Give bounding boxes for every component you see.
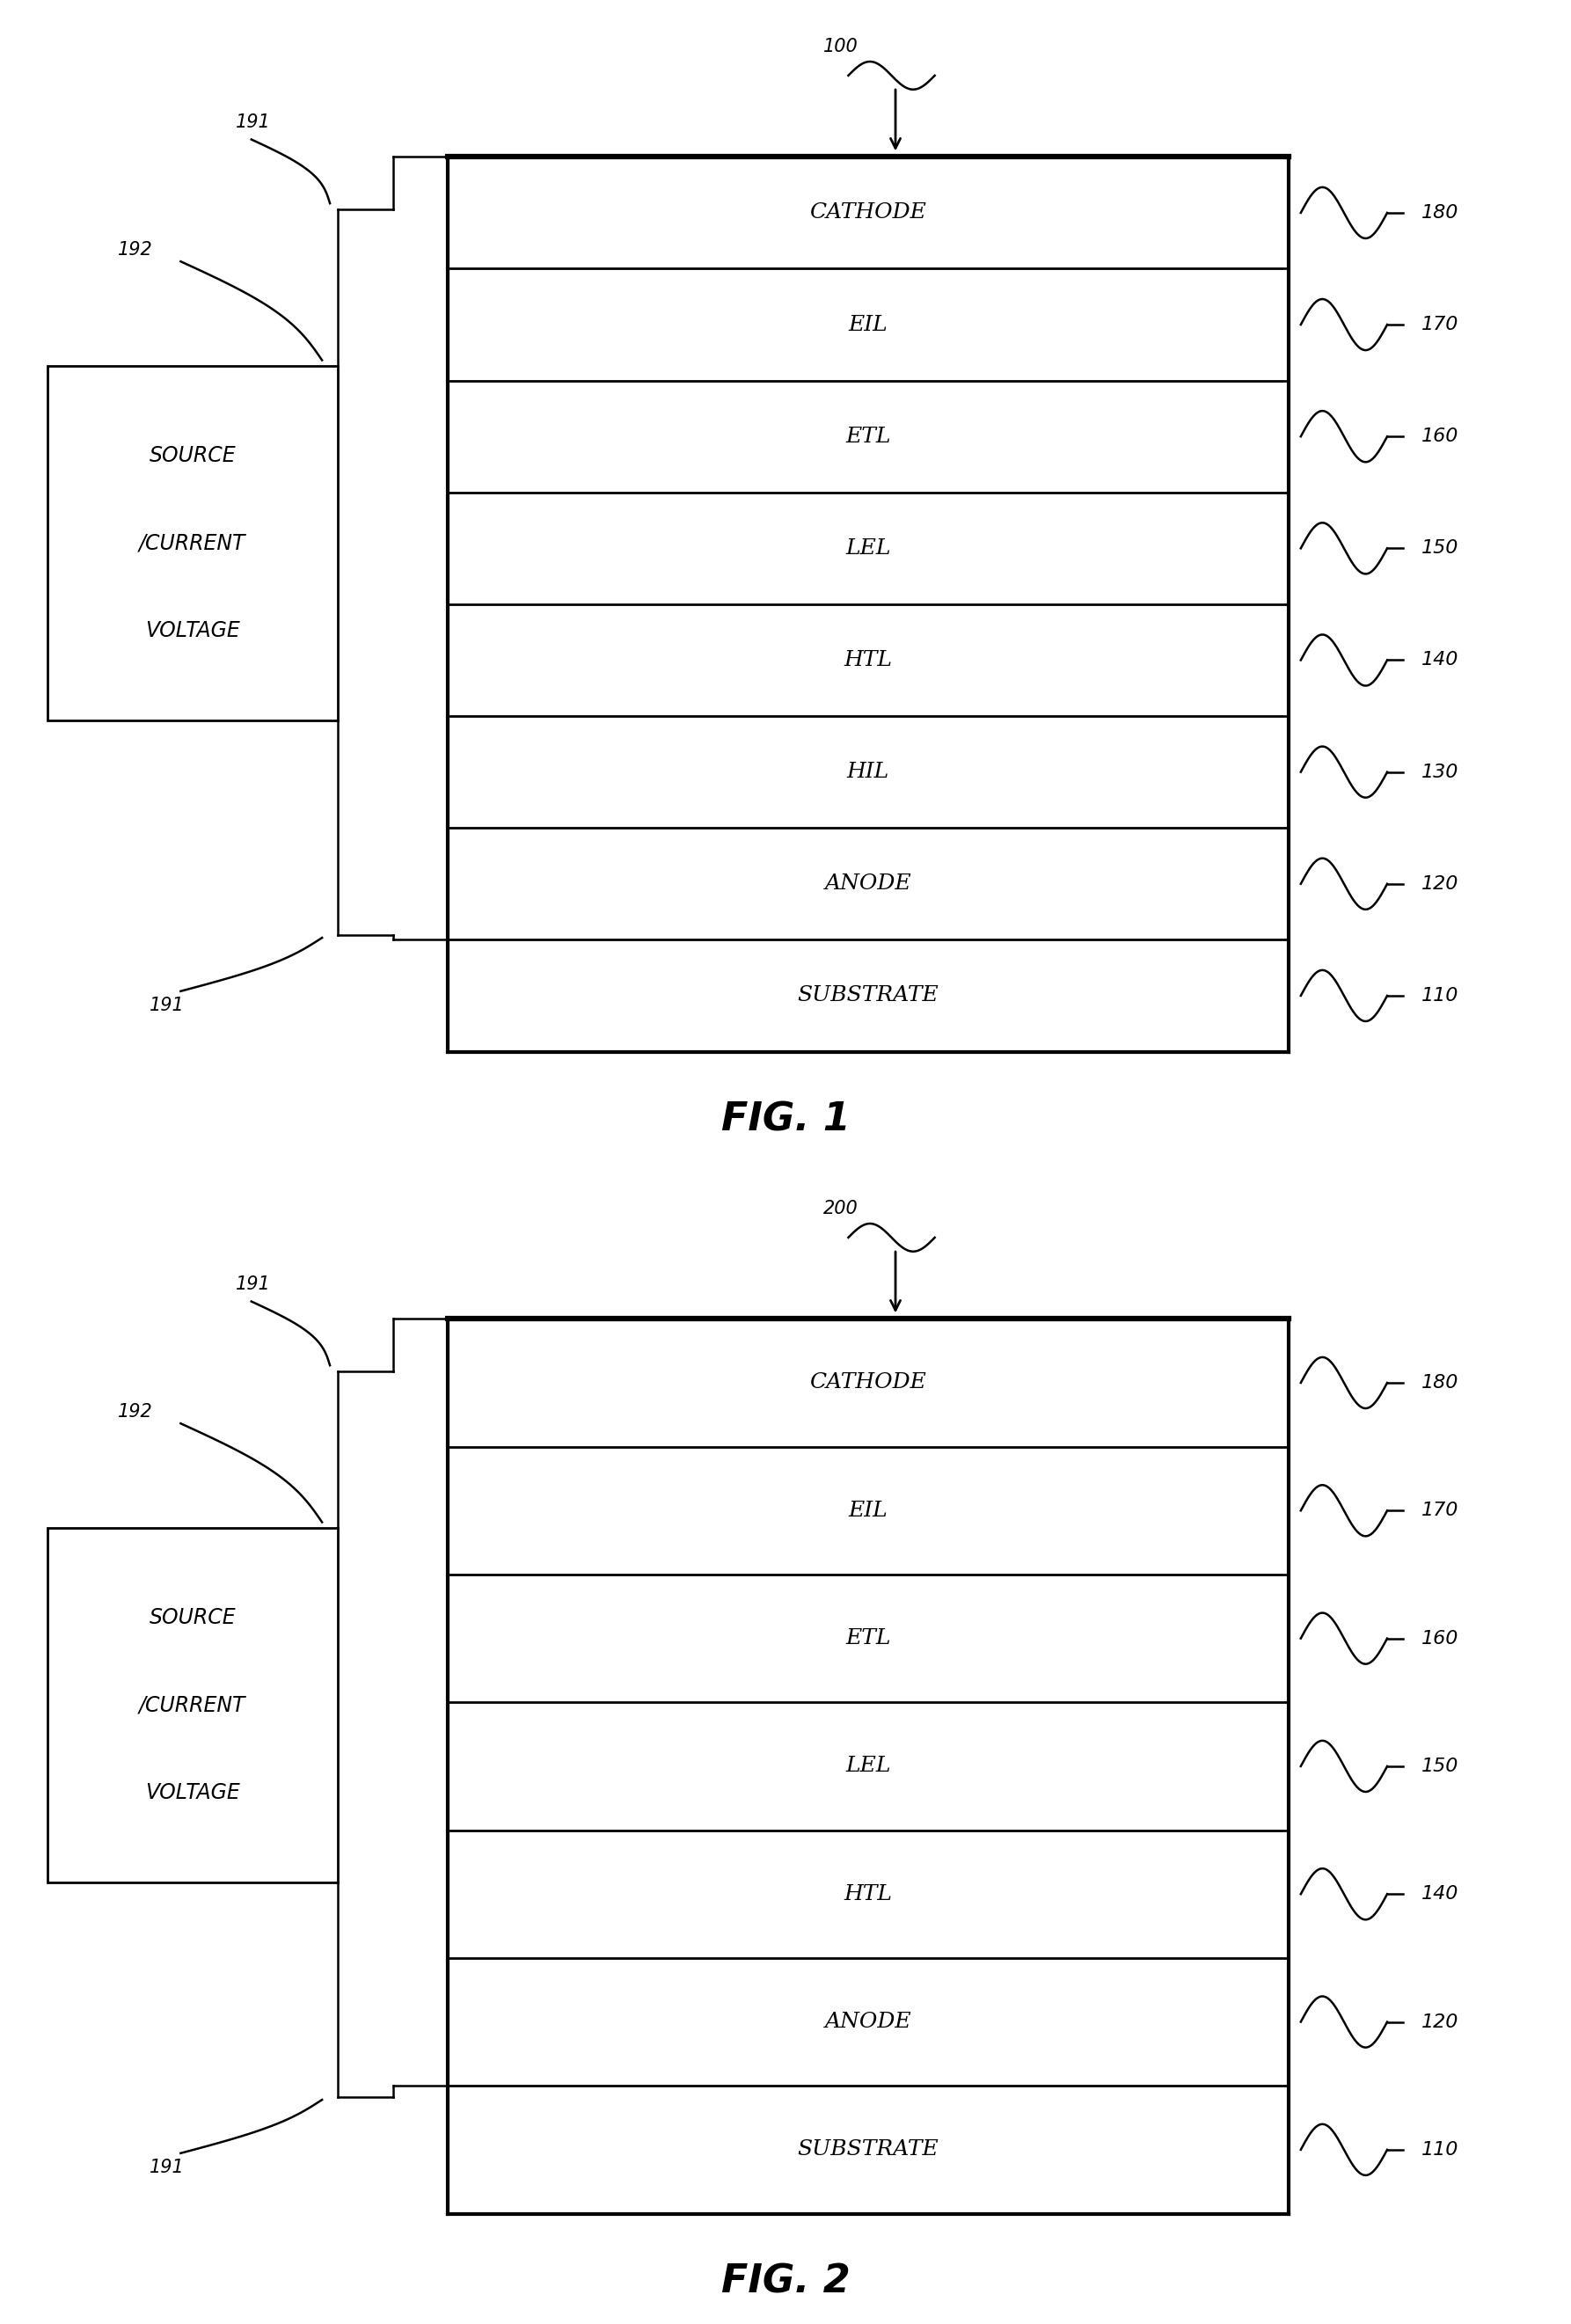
Text: CATHODE: CATHODE	[809, 1373, 927, 1392]
Text: 191: 191	[149, 2159, 184, 2175]
Text: CATHODE: CATHODE	[809, 202, 927, 223]
Text: EIL: EIL	[848, 1501, 888, 1520]
Text: EIL: EIL	[848, 314, 888, 335]
Text: 192: 192	[118, 1404, 152, 1420]
Text: 160: 160	[1422, 1629, 1459, 1648]
Text: SOURCE: SOURCE	[149, 446, 236, 467]
Text: HTL: HTL	[844, 1885, 892, 1903]
Text: ANODE: ANODE	[825, 874, 911, 895]
Text: 191: 191	[149, 997, 184, 1013]
Text: 120: 120	[1422, 2013, 1459, 2031]
Text: /CURRENT: /CURRENT	[140, 1694, 245, 1715]
Text: ETL: ETL	[845, 1629, 891, 1648]
Text: 100: 100	[823, 37, 858, 56]
Text: 191: 191	[236, 1276, 270, 1292]
Text: 110: 110	[1422, 2140, 1459, 2159]
Text: 180: 180	[1422, 1373, 1459, 1392]
Text: 120: 120	[1422, 876, 1459, 892]
Text: 170: 170	[1422, 316, 1459, 332]
Text: LEL: LEL	[845, 539, 891, 558]
Text: HIL: HIL	[847, 762, 889, 783]
Text: 170: 170	[1422, 1501, 1459, 1520]
Text: ANODE: ANODE	[825, 2013, 911, 2031]
Text: ETL: ETL	[845, 425, 891, 446]
Text: 110: 110	[1422, 988, 1459, 1004]
Text: 160: 160	[1422, 428, 1459, 446]
Text: 180: 180	[1422, 205, 1459, 221]
Text: 130: 130	[1422, 762, 1459, 781]
Text: 191: 191	[236, 114, 270, 130]
Text: VOLTAGE: VOLTAGE	[145, 1783, 240, 1803]
Text: 140: 140	[1422, 651, 1459, 669]
Text: SUBSTRATE: SUBSTRATE	[796, 985, 939, 1006]
Text: 200: 200	[823, 1199, 858, 1218]
Text: LEL: LEL	[845, 1757, 891, 1776]
Text: 192: 192	[118, 242, 152, 258]
Bar	[47, 1529, 338, 1882]
Text: HTL: HTL	[844, 651, 892, 669]
Text: SOURCE: SOURCE	[149, 1608, 236, 1629]
Text: SUBSTRATE: SUBSTRATE	[796, 2140, 939, 2159]
Text: 140: 140	[1422, 1885, 1459, 1903]
Bar	[47, 365, 338, 720]
Text: VOLTAGE: VOLTAGE	[145, 621, 240, 641]
Text: 150: 150	[1422, 539, 1459, 558]
Text: 150: 150	[1422, 1757, 1459, 1776]
Text: FIG. 2: FIG. 2	[721, 2264, 850, 2301]
Text: FIG. 1: FIG. 1	[721, 1102, 850, 1139]
Text: /CURRENT: /CURRENT	[140, 532, 245, 553]
